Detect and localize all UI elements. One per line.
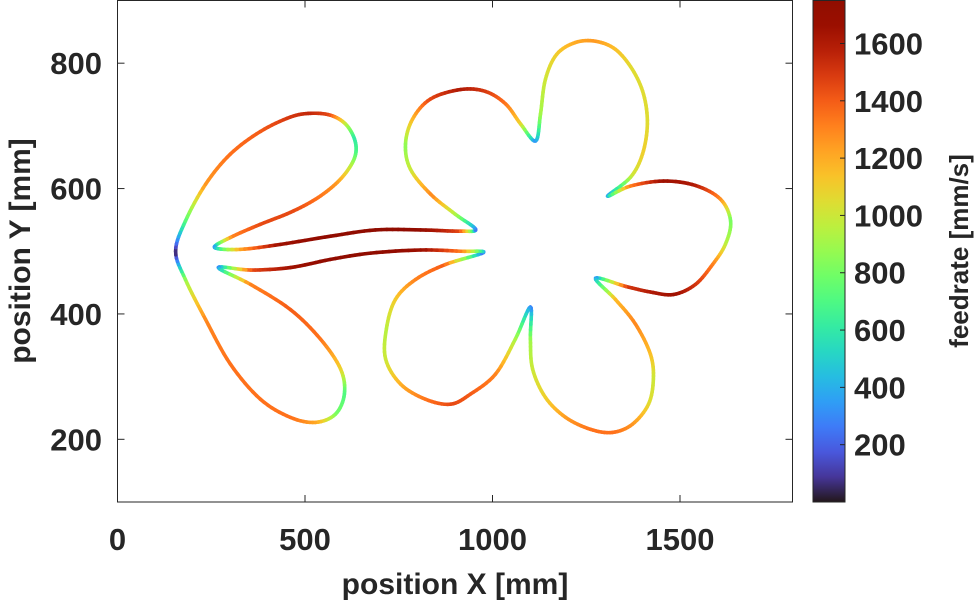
y-axis-ticks: 200 400 600 800 — [50, 46, 793, 457]
y-tick-label: 400 — [50, 297, 102, 332]
colorbar-ticks: 200 400 600 800 1000 1200 1400 1600 — [840, 26, 923, 463]
x-tick-label: 1500 — [646, 522, 715, 557]
y-axis-label: position Y [mm] — [4, 138, 37, 364]
x-axis-ticks: 0 500 1000 1500 — [109, 0, 715, 557]
colorbar-label: feedrate [mm/s] — [944, 154, 974, 348]
colorbar-tick-label: 400 — [854, 370, 906, 405]
colorbar — [812, 0, 846, 503]
axes-box — [117, 0, 793, 503]
x-tick-label: 1000 — [458, 522, 527, 557]
toolpath-curve — [173, 38, 733, 435]
x-tick-label: 0 — [109, 522, 126, 557]
x-tick-label: 500 — [279, 522, 331, 557]
colorbar-tick-label: 1400 — [854, 84, 923, 119]
colorbar-tick-label: 1200 — [854, 141, 923, 176]
x-axis-label: position X [mm] — [342, 568, 569, 601]
colorbar-tick-label: 800 — [854, 256, 906, 291]
y-tick-label: 600 — [50, 172, 102, 207]
colorbar-tick-label: 600 — [854, 313, 906, 348]
y-tick-label: 800 — [50, 46, 102, 81]
colorbar-tick-label: 1600 — [854, 26, 923, 61]
colorbar-tick-label: 200 — [854, 428, 906, 463]
colorbar-tick-label: 1000 — [854, 198, 923, 233]
y-tick-label: 200 — [50, 422, 102, 457]
